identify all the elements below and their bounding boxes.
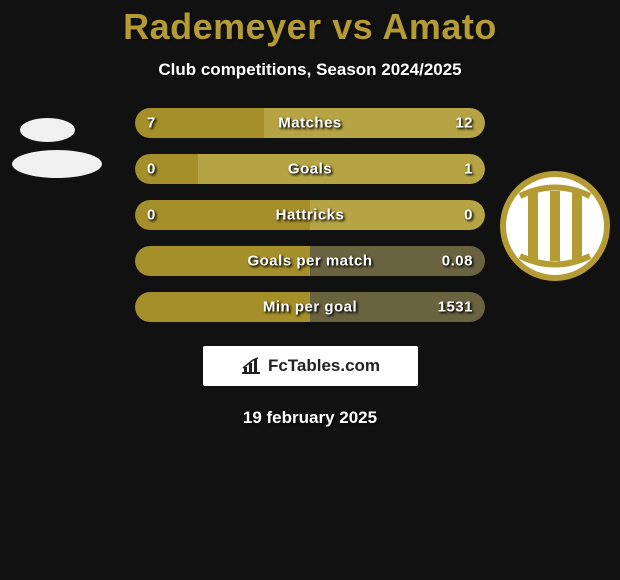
attribution-badge: FcTables.com [203,346,418,386]
stat-value-right: 1531 [438,299,473,316]
stat-row: 7 Matches 12 [135,108,485,138]
stat-bars: 7 Matches 12 0 Goals 1 0 Hattricks 0 Goa… [135,108,485,322]
stat-row: Goals per match 0.08 [135,246,485,276]
stat-row: Min per goal 1531 [135,292,485,322]
stat-row: 0 Goals 1 [135,154,485,184]
silhouette-icon [0,108,105,223]
bar-chart-icon [240,357,262,375]
avatar-left [0,108,105,223]
bar-fill-right [198,154,485,184]
stat-value-right: 1 [464,161,473,178]
avatar-right [497,168,612,283]
comparison-panel: 7 Matches 12 0 Goals 1 0 Hattricks 0 Goa… [0,108,620,428]
page-subtitle: Club competitions, Season 2024/2025 [0,60,620,80]
stat-label: Matches [278,115,342,132]
page-title: Rademeyer vs Amato [0,0,620,48]
stat-value-right: 0 [464,207,473,224]
stat-label: Hattricks [276,207,345,224]
stat-label: Goals [288,161,332,178]
stat-label: Goals per match [247,253,372,270]
stat-value-left: 7 [147,115,156,132]
club-badge-icon [497,168,612,283]
attribution-text: FcTables.com [268,356,380,376]
date-text: 19 february 2025 [0,408,620,428]
stat-value-right: 0.08 [442,253,473,270]
bar-fill-left [135,154,198,184]
stat-value-right: 12 [455,115,473,132]
stat-label: Min per goal [263,299,357,316]
stat-row: 0 Hattricks 0 [135,200,485,230]
stat-value-left: 0 [147,207,156,224]
stat-value-left: 0 [147,161,156,178]
